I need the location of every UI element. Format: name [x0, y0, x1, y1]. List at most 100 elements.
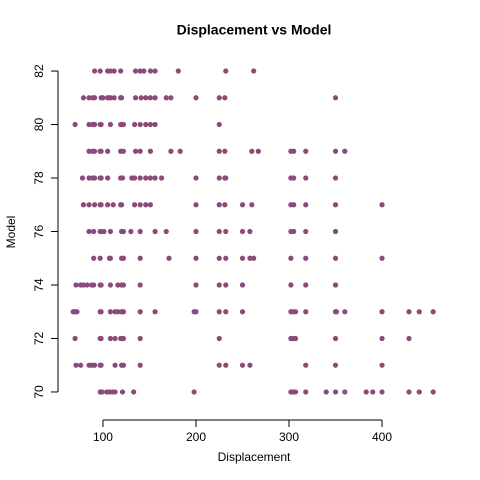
- point: [86, 148, 92, 154]
- point: [168, 95, 174, 101]
- point: [193, 95, 199, 101]
- point: [342, 309, 348, 315]
- point: [98, 148, 104, 154]
- point: [251, 255, 257, 261]
- point: [379, 309, 385, 315]
- point: [137, 228, 143, 235]
- point: [73, 362, 79, 368]
- point: [216, 121, 222, 128]
- point: [223, 68, 229, 74]
- point: [379, 389, 385, 395]
- point: [166, 255, 172, 261]
- point: [216, 255, 222, 261]
- point: [332, 175, 339, 181]
- point: [222, 202, 228, 208]
- point: [141, 68, 147, 74]
- point: [303, 282, 309, 288]
- point: [91, 255, 97, 261]
- point: [430, 389, 436, 395]
- point: [370, 389, 376, 395]
- point: [98, 362, 104, 368]
- chart-title: Displacement vs Model: [177, 22, 332, 38]
- point: [168, 148, 174, 154]
- point: [115, 309, 121, 315]
- point: [84, 282, 90, 288]
- point: [143, 121, 149, 128]
- point: [86, 202, 92, 208]
- point: [175, 68, 181, 74]
- point: [107, 255, 114, 261]
- point: [92, 148, 98, 154]
- point: [163, 228, 169, 235]
- x-tick-label: 100: [93, 430, 113, 444]
- point: [239, 309, 246, 315]
- point: [292, 389, 299, 395]
- point: [333, 309, 340, 315]
- point: [105, 202, 111, 208]
- point: [132, 202, 138, 208]
- point: [98, 121, 104, 128]
- point: [147, 175, 154, 181]
- point: [137, 121, 143, 128]
- point: [86, 228, 92, 235]
- point: [99, 389, 105, 395]
- point: [147, 202, 154, 208]
- point: [112, 335, 118, 342]
- point: [342, 389, 348, 395]
- point: [158, 175, 165, 181]
- point: [223, 255, 229, 261]
- point: [223, 175, 229, 181]
- point: [303, 228, 309, 235]
- point: [379, 202, 385, 208]
- point: [115, 282, 121, 288]
- point: [303, 202, 309, 208]
- point: [131, 389, 137, 395]
- y-tick-label: 76: [32, 225, 46, 239]
- point: [80, 95, 87, 101]
- point: [216, 228, 222, 235]
- y-tick-label: 74: [32, 278, 46, 292]
- point: [132, 175, 138, 181]
- point: [303, 309, 309, 315]
- point: [379, 255, 385, 261]
- point: [332, 255, 339, 261]
- point: [98, 202, 104, 208]
- point: [132, 95, 139, 101]
- point: [107, 228, 114, 235]
- point: [110, 202, 116, 208]
- point: [112, 362, 118, 368]
- point: [303, 175, 309, 181]
- point: [143, 175, 149, 181]
- point: [223, 309, 229, 315]
- point: [216, 335, 222, 342]
- point: [216, 282, 222, 288]
- point: [72, 335, 78, 342]
- point: [119, 175, 126, 181]
- point: [120, 282, 127, 288]
- point: [251, 68, 257, 74]
- point: [239, 228, 246, 235]
- point: [288, 255, 294, 261]
- point: [107, 282, 114, 288]
- point: [137, 202, 143, 208]
- point: [120, 362, 127, 368]
- point: [430, 309, 436, 315]
- point: [137, 362, 143, 368]
- point: [86, 95, 92, 101]
- point: [92, 202, 98, 208]
- point: [193, 282, 199, 288]
- y-tick-label: 72: [32, 331, 46, 345]
- y-tick-label: 82: [32, 64, 46, 78]
- point: [98, 282, 104, 288]
- y-tick-label: 70: [32, 385, 46, 399]
- point: [249, 148, 255, 154]
- point: [137, 175, 143, 181]
- point: [137, 282, 143, 288]
- point: [379, 335, 385, 342]
- point: [291, 175, 297, 181]
- point: [137, 255, 143, 261]
- point: [163, 95, 169, 101]
- point: [193, 175, 199, 181]
- point: [239, 255, 246, 261]
- point: [292, 335, 299, 342]
